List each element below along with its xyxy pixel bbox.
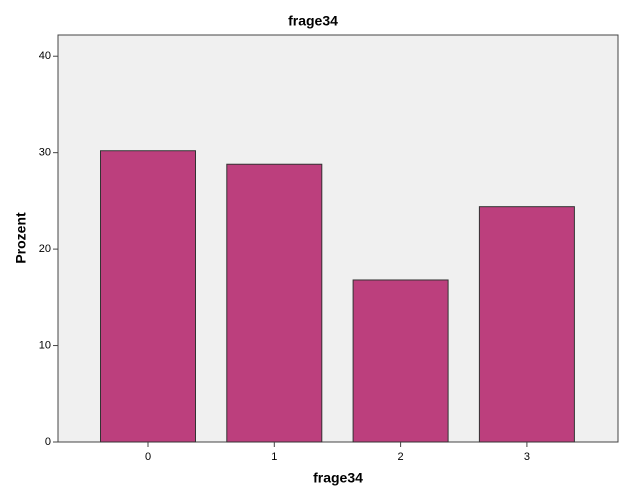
y-tick-label: 30 xyxy=(39,147,51,159)
bar xyxy=(352,279,449,443)
y-tick-label: 20 xyxy=(39,243,51,255)
x-tick-label: 3 xyxy=(524,451,530,463)
x-tick-label: 0 xyxy=(145,451,151,463)
bar xyxy=(100,150,196,443)
bar xyxy=(226,163,323,443)
bar xyxy=(478,206,575,443)
chart-title: frage34 xyxy=(288,13,338,29)
x-tick-label: 1 xyxy=(271,451,277,463)
x-axis-label: frage34 xyxy=(313,470,363,486)
y-axis-label: Prozent xyxy=(13,212,29,264)
y-tick-label: 10 xyxy=(39,339,51,351)
x-tick-label: 2 xyxy=(398,451,404,463)
y-tick-label: 40 xyxy=(39,50,51,62)
y-tick-label: 0 xyxy=(45,436,51,448)
